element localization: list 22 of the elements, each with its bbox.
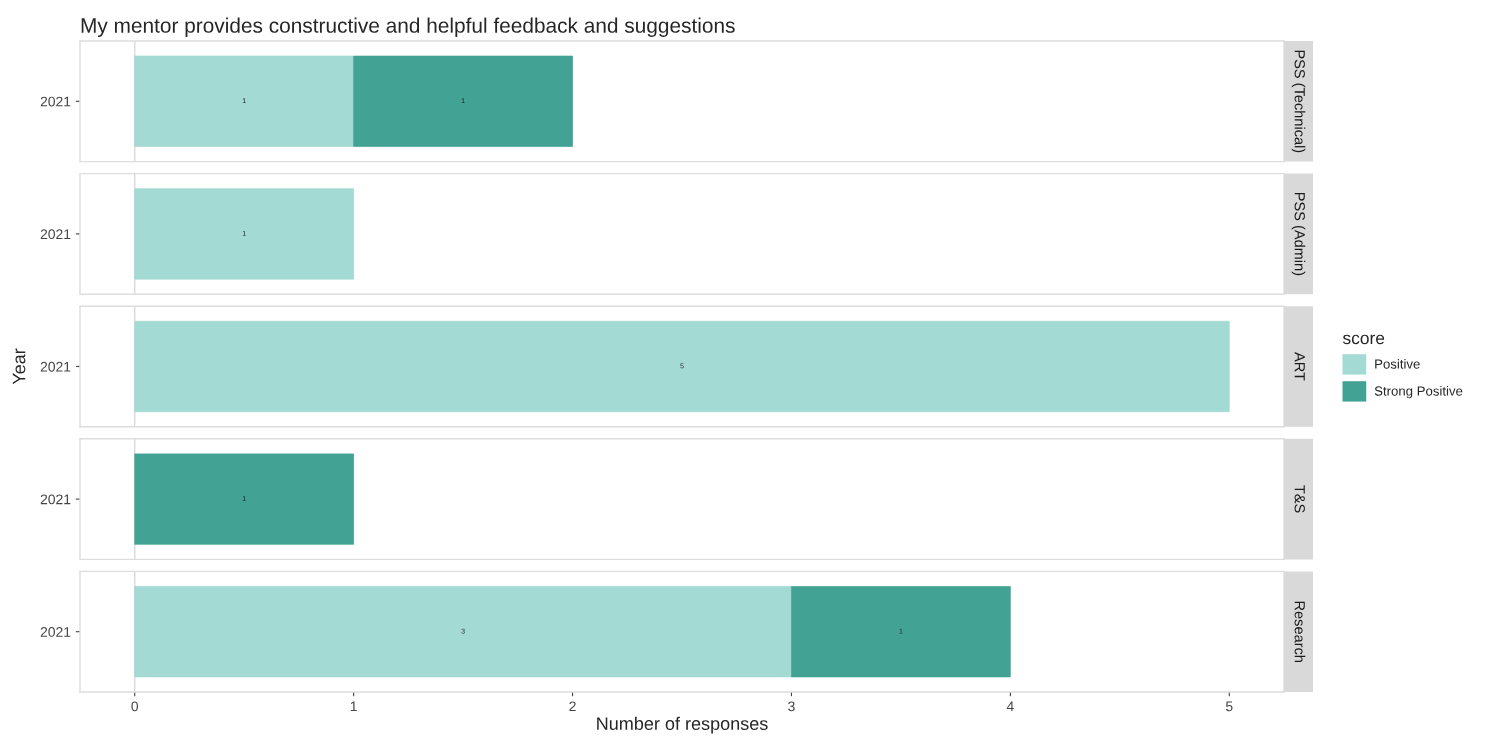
- x-tick-label: 5: [1225, 701, 1233, 712]
- x-axis-title: Number of responses: [597, 716, 768, 734]
- y-tick-label: 2021: [40, 627, 71, 637]
- y-tick-label: 2021: [40, 494, 71, 505]
- x-tick-label: 1: [350, 701, 357, 712]
- chart-title: My mentor provides constructive and helpful feedback and suggestions: [81, 17, 735, 37]
- legend-title: score: [1342, 334, 1385, 345]
- y-axis-title: Year: [12, 348, 26, 385]
- y2-axis-title: Research: [1294, 601, 1306, 662]
- x-tick-label: 2: [569, 701, 576, 712]
- y2-axis-title: PSS (Technical): [1291, 50, 1306, 153]
- x-tick-label: 3: [788, 701, 795, 712]
- y-tick-label: 2021: [40, 229, 71, 240]
- x-tick-label: 0: [131, 701, 139, 712]
- y2-axis-title: ART: [1294, 352, 1305, 381]
- legend-label: Positive: [1375, 359, 1420, 369]
- legend-label: Strong Positive: [1374, 386, 1463, 399]
- y2-axis-title: PSS (Admin): [1291, 192, 1306, 276]
- y2-axis-title: T&S: [1294, 485, 1305, 513]
- y-tick-label: 2021: [40, 96, 71, 107]
- x-tick-label: 4: [1006, 701, 1014, 712]
- y-tick-label: 2021: [40, 361, 71, 372]
